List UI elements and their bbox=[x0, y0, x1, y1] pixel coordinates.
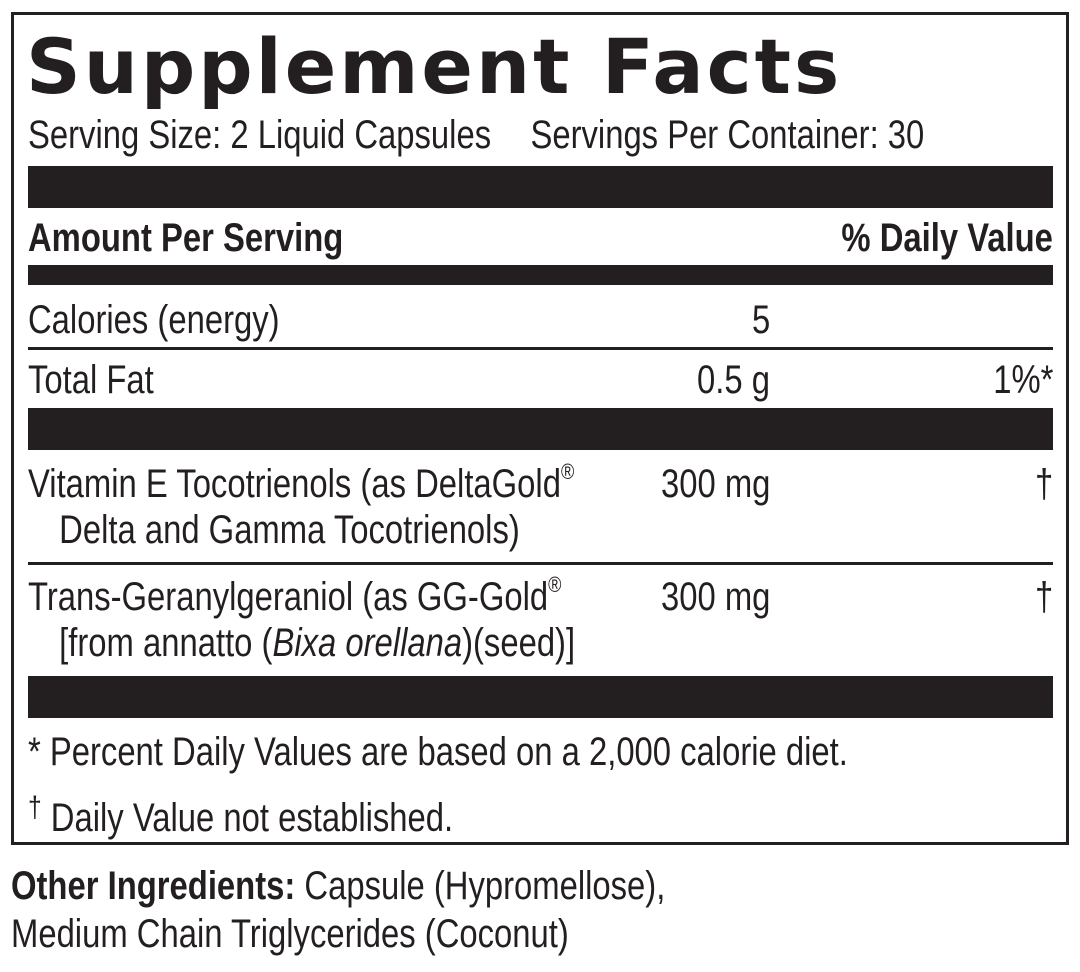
thick-divider-bottom bbox=[28, 676, 1053, 718]
thick-divider-top bbox=[28, 166, 1053, 208]
nutrient-name: Vitamin E Tocotrienols (as DeltaGold® De… bbox=[28, 459, 575, 553]
nutrient-dv: 1%* bbox=[992, 358, 1053, 402]
thin-divider bbox=[28, 347, 1053, 350]
other-ingredients-text: Capsule (Hypromellose), bbox=[295, 864, 666, 908]
nutrient-amount: 5 bbox=[751, 298, 770, 342]
nutrient-amount: 300 mg bbox=[660, 462, 770, 506]
other-ingredients: Other Ingredients: Capsule (Hypromellose… bbox=[11, 862, 809, 958]
thick-divider-middle bbox=[28, 408, 1053, 450]
nutrient-name: Calories (energy) bbox=[28, 298, 280, 342]
panel-title: Supplement Facts bbox=[26, 22, 843, 111]
nutrient-amount: 300 mg bbox=[660, 575, 770, 619]
nutrient-name: Trans-Geranylgeraniol (as GG-Gold® [from… bbox=[28, 572, 576, 666]
nutrient-dv: † bbox=[1034, 462, 1053, 506]
nutrient-amount: 0.5 g bbox=[697, 358, 770, 402]
servings-per-container: Servings Per Container: 30 bbox=[530, 113, 925, 157]
medium-divider bbox=[28, 265, 1053, 285]
footnote-daily-values: * Percent Daily Values are based on a 2,… bbox=[28, 730, 848, 774]
other-ingredients-label: Other Ingredients: bbox=[11, 864, 296, 908]
daily-value-header: % Daily Value bbox=[841, 216, 1053, 260]
nutrient-row-geranylgeraniol: Trans-Geranylgeraniol (as GG-Gold® [from… bbox=[28, 574, 1053, 666]
supplement-facts-panel: Supplement Facts Serving Size: 2 Liquid … bbox=[11, 12, 1069, 845]
footnote-not-established: † Daily Value not established. bbox=[28, 791, 454, 840]
dagger-mark: † bbox=[28, 791, 42, 824]
nutrient-row-vitamin-e: Vitamin E Tocotrienols (as DeltaGold® De… bbox=[28, 461, 1053, 553]
other-ingredients-text-line2: Medium Chain Triglycerides (Coconut) bbox=[11, 912, 569, 956]
serving-info: Serving Size: 2 Liquid Capsules Servings … bbox=[28, 112, 924, 158]
nutrient-name: Total Fat bbox=[28, 358, 154, 402]
serving-size: Serving Size: 2 Liquid Capsules bbox=[28, 113, 492, 157]
amount-per-serving-header: Amount Per Serving bbox=[28, 216, 344, 260]
nutrient-dv: † bbox=[1034, 575, 1053, 619]
thin-divider bbox=[28, 562, 1053, 565]
